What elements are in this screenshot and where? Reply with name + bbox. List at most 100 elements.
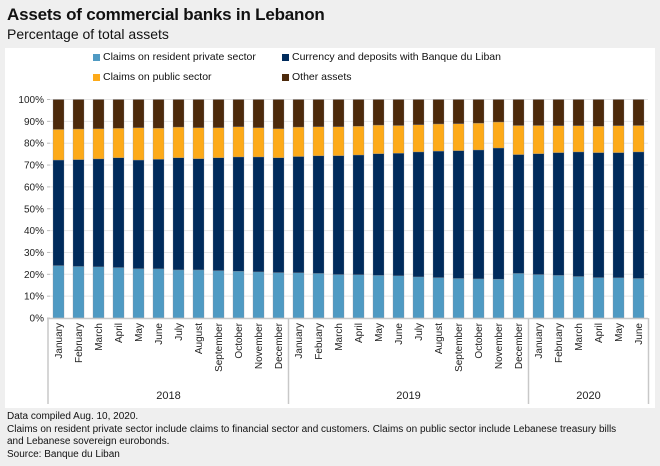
bar-segment-claims-on-public-sector bbox=[232, 126, 245, 158]
bar-segment-other-assets bbox=[132, 99, 145, 128]
bar-segment-claims-on-public-sector bbox=[432, 123, 445, 152]
x-tick-label: September bbox=[454, 322, 465, 372]
bar-segment-currency-and-deposits-with-banque-du-liban bbox=[232, 156, 245, 272]
legend-item-public-sector: Claims on public sector bbox=[93, 71, 212, 83]
x-tick-label: January bbox=[54, 323, 65, 359]
bar-segment-currency-and-deposits-with-banque-du-liban bbox=[412, 151, 425, 278]
bar-segment-claims-on-public-sector bbox=[52, 129, 65, 161]
note-definition: Claims on resident private sector includ… bbox=[7, 423, 617, 435]
bar-segment-other-assets bbox=[432, 99, 445, 125]
bar-segment-other-assets bbox=[252, 99, 265, 128]
note-source: Source: Banque du Liban bbox=[7, 448, 120, 460]
x-tick-label: April bbox=[114, 323, 125, 343]
x-tick-label: October bbox=[234, 322, 245, 358]
bar-segment-other-assets bbox=[312, 99, 325, 127]
bar-segment-currency-and-deposits-with-banque-du-liban bbox=[352, 154, 365, 275]
bar-segment-claims-on-public-sector bbox=[292, 126, 305, 157]
bar-segment-other-assets bbox=[272, 99, 285, 129]
bar-segment-claims-on-resident-private-sector bbox=[632, 278, 645, 319]
x-tick-label: September bbox=[214, 322, 225, 372]
bar-segment-currency-and-deposits-with-banque-du-liban bbox=[632, 151, 645, 279]
bar-segment-claims-on-resident-private-sector bbox=[552, 275, 565, 319]
legend-item-bdl-deposits: Currency and deposits with Banque du Lib… bbox=[282, 51, 501, 63]
bar-segment-currency-and-deposits-with-banque-du-liban bbox=[452, 150, 465, 279]
x-tick-label: November bbox=[494, 322, 505, 369]
y-tick-label: 0% bbox=[30, 314, 45, 325]
bar-segment-claims-on-public-sector bbox=[352, 126, 365, 156]
bar-segment-other-assets bbox=[372, 99, 385, 126]
x-tick-label: August bbox=[434, 323, 445, 354]
x-tick-label: April bbox=[594, 323, 605, 343]
x-tick-label: April bbox=[354, 323, 365, 343]
bar-segment-claims-on-resident-private-sector bbox=[292, 272, 305, 319]
bar-segment-currency-and-deposits-with-banque-du-liban bbox=[372, 153, 385, 276]
bar-segment-currency-and-deposits-with-banque-du-liban bbox=[132, 159, 145, 269]
x-tick-label: May bbox=[134, 323, 145, 342]
bar-segment-currency-and-deposits-with-banque-du-liban bbox=[432, 150, 445, 278]
legend-swatch bbox=[93, 73, 100, 81]
x-tick-label: February bbox=[554, 323, 565, 363]
bar-segment-currency-and-deposits-with-banque-du-liban bbox=[112, 157, 125, 268]
bar-segment-claims-on-public-sector bbox=[212, 127, 225, 158]
y-tick-label: 100% bbox=[18, 95, 44, 106]
bar-segment-currency-and-deposits-with-banque-du-liban bbox=[472, 149, 485, 280]
legend-label: Claims on resident private sector bbox=[103, 51, 256, 63]
bar-segment-claims-on-public-sector bbox=[272, 128, 285, 158]
bar-segment-other-assets bbox=[412, 99, 425, 125]
bar-segment-claims-on-public-sector bbox=[472, 122, 485, 151]
bar-segment-claims-on-resident-private-sector bbox=[312, 273, 325, 319]
y-tick-label: 20% bbox=[24, 270, 44, 281]
bar-segment-claims-on-resident-private-sector bbox=[412, 276, 425, 319]
bar-segment-claims-on-resident-private-sector bbox=[212, 270, 225, 319]
bar-segment-currency-and-deposits-with-banque-du-liban bbox=[332, 155, 345, 275]
bar-segment-other-assets bbox=[352, 99, 365, 127]
bar-segment-other-assets bbox=[92, 99, 105, 129]
bar-segment-claims-on-public-sector bbox=[332, 126, 345, 156]
x-tick-label: March bbox=[94, 323, 105, 351]
x-tick-label: July bbox=[414, 323, 425, 341]
legend-label: Claims on public sector bbox=[103, 71, 212, 83]
bar-segment-claims-on-public-sector bbox=[412, 124, 425, 153]
bar-segment-claims-on-public-sector bbox=[552, 125, 565, 153]
bar-segment-claims-on-resident-private-sector bbox=[492, 278, 505, 319]
bar-segment-claims-on-resident-private-sector bbox=[172, 269, 185, 319]
bar-segment-claims-on-public-sector bbox=[512, 125, 525, 155]
bar-segment-other-assets bbox=[592, 99, 605, 127]
x-tick-label: March bbox=[334, 323, 345, 351]
bar-segment-claims-on-resident-private-sector bbox=[392, 275, 405, 319]
y-tick-label: 90% bbox=[24, 117, 44, 128]
y-tick-label: 70% bbox=[24, 161, 44, 172]
x-tick-label: August bbox=[194, 323, 205, 354]
bar-segment-other-assets bbox=[612, 99, 625, 126]
bar-segment-other-assets bbox=[332, 99, 345, 127]
x-tick-label: June bbox=[634, 323, 645, 345]
bar-segment-claims-on-public-sector bbox=[192, 127, 205, 159]
bar-segment-claims-on-resident-private-sector bbox=[92, 266, 105, 319]
bar-segment-currency-and-deposits-with-banque-du-liban bbox=[492, 147, 505, 280]
bar-segment-claims-on-public-sector bbox=[632, 125, 645, 153]
chart-notes: Data compiled Aug. 10, 2020. Claims on r… bbox=[7, 411, 657, 461]
legend-swatch bbox=[282, 53, 289, 61]
bar-segment-claims-on-resident-private-sector bbox=[572, 276, 585, 319]
bar-segment-other-assets bbox=[292, 99, 305, 128]
bar-segment-claims-on-public-sector bbox=[72, 128, 85, 160]
x-tick-label: November bbox=[254, 322, 265, 369]
note-definition-cont: and Lebanese sovereign eurobonds. bbox=[7, 436, 170, 447]
bar-segment-claims-on-public-sector bbox=[452, 123, 465, 151]
bar-segment-currency-and-deposits-with-banque-du-liban bbox=[152, 159, 165, 269]
x-group-label: 2019 bbox=[396, 390, 420, 402]
bar-segment-other-assets bbox=[632, 99, 645, 126]
bar-segment-other-assets bbox=[232, 99, 245, 127]
x-tick-label: January bbox=[534, 323, 545, 359]
bar-segment-claims-on-resident-private-sector bbox=[452, 278, 465, 319]
x-tick-label: December bbox=[514, 322, 525, 369]
bar-segment-currency-and-deposits-with-banque-du-liban bbox=[592, 152, 605, 278]
bar-segment-claims-on-resident-private-sector bbox=[232, 271, 245, 319]
bar-segment-other-assets bbox=[392, 99, 405, 126]
bar-segment-claims-on-resident-private-sector bbox=[252, 271, 265, 319]
bar-segment-currency-and-deposits-with-banque-du-liban bbox=[312, 155, 325, 274]
bar-segment-claims-on-resident-private-sector bbox=[372, 275, 385, 319]
x-tick-label: June bbox=[394, 323, 405, 345]
bar-segment-claims-on-resident-private-sector bbox=[472, 278, 485, 319]
